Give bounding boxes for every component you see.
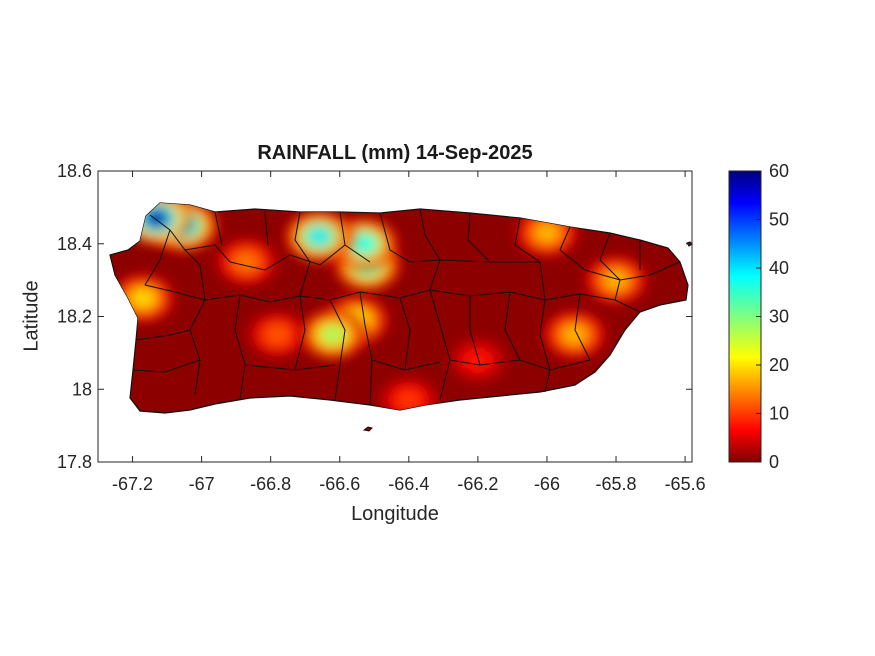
- colorbar-tick-label: 50: [769, 210, 789, 230]
- x-axis: -67.2 -67 -66.8 -66.6 -66.4 -66.2 -66 -65.8 -65.…: [112, 171, 706, 494]
- municipality-border: [409, 259, 540, 263]
- islet: [362, 426, 373, 432]
- y-tick-label: 18.2: [57, 307, 92, 327]
- municipality-border: [504, 291, 521, 361]
- municipality-border: [184, 244, 231, 263]
- municipality-border: [539, 261, 546, 301]
- municipality-border: [214, 211, 223, 246]
- municipality-border: [289, 244, 346, 266]
- rainfall-hotspot: [540, 308, 609, 361]
- municipality-border: [599, 232, 621, 281]
- rainfall-hotspot: [212, 235, 281, 288]
- colorbar-tick-label: 10: [769, 404, 789, 424]
- x-tick-label: -65.6: [665, 474, 706, 494]
- municipality-border: [419, 208, 441, 261]
- municipality-border: [469, 291, 581, 301]
- colorbar-tick-label: 0: [769, 452, 779, 472]
- municipality-border: [299, 261, 311, 297]
- municipality-border: [539, 299, 551, 393]
- colorbar-tick-label: 30: [769, 307, 789, 327]
- x-tick-label: -66.8: [250, 474, 291, 494]
- y-tick-label: 18.6: [57, 161, 92, 181]
- municipality-border: [399, 297, 411, 371]
- municipality-border: [467, 212, 491, 263]
- municipality-border: [234, 294, 246, 401]
- municipality-borders: [132, 208, 681, 406]
- municipality-border: [449, 359, 591, 371]
- municipality-border: [135, 329, 191, 341]
- colorbar-tick-label: 60: [769, 161, 789, 181]
- municipality-border: [371, 359, 441, 371]
- y-axis: 18.6 18.4 18.2 18 17.8: [57, 161, 692, 472]
- chart-title: RAINFALL (mm) 14-Sep-2025: [257, 142, 533, 164]
- municipality-border: [294, 295, 306, 371]
- y-tick-label: 18: [72, 379, 92, 399]
- colorbar-axis: 0 10 20 30 40 50 60: [756, 161, 789, 472]
- rainfall-hotspot: [582, 254, 650, 307]
- x-tick-label: -67.2: [112, 474, 153, 494]
- rainfall-hotspot: [444, 334, 512, 387]
- x-axis-label: Longitude: [351, 503, 439, 525]
- municipality-border: [584, 261, 681, 281]
- municipality-border: [132, 359, 201, 373]
- municipality-border: [559, 226, 586, 271]
- municipality-border: [514, 217, 541, 263]
- colorbar-tick-label: 40: [769, 258, 789, 278]
- municipality-border: [149, 214, 201, 266]
- x-tick-label: -65.8: [596, 474, 637, 494]
- x-tick-label: -66: [534, 474, 560, 494]
- colorbar-tick-label: 20: [769, 355, 789, 375]
- municipality-border: [359, 289, 471, 299]
- rainfall-hotspot: [243, 308, 312, 361]
- municipality-border: [429, 259, 441, 291]
- municipality-border: [429, 289, 451, 401]
- rainfall-hotspot: [299, 308, 367, 361]
- municipality-border: [379, 212, 411, 263]
- y-tick-label: 17.8: [57, 452, 92, 472]
- colorbar: [728, 170, 762, 463]
- municipality-border: [144, 229, 171, 286]
- x-tick-label: -66.6: [319, 474, 360, 494]
- x-tick-label: -66.4: [388, 474, 429, 494]
- y-tick-label: 18.4: [57, 234, 92, 254]
- municipality-border: [614, 279, 621, 301]
- municipality-border: [329, 299, 346, 401]
- x-tick-label: -66.2: [457, 474, 498, 494]
- municipality-border: [229, 254, 291, 271]
- municipality-border: [469, 296, 481, 366]
- municipality-border: [144, 284, 206, 301]
- rainfall-hotspot: [285, 210, 353, 263]
- municipality-border: [264, 211, 269, 246]
- municipality-border: [294, 211, 311, 263]
- municipality-border: [269, 291, 361, 303]
- municipality-border: [244, 364, 336, 371]
- municipality-border: [359, 291, 373, 406]
- x-tick-label: -67: [189, 474, 215, 494]
- municipality-border: [574, 293, 591, 361]
